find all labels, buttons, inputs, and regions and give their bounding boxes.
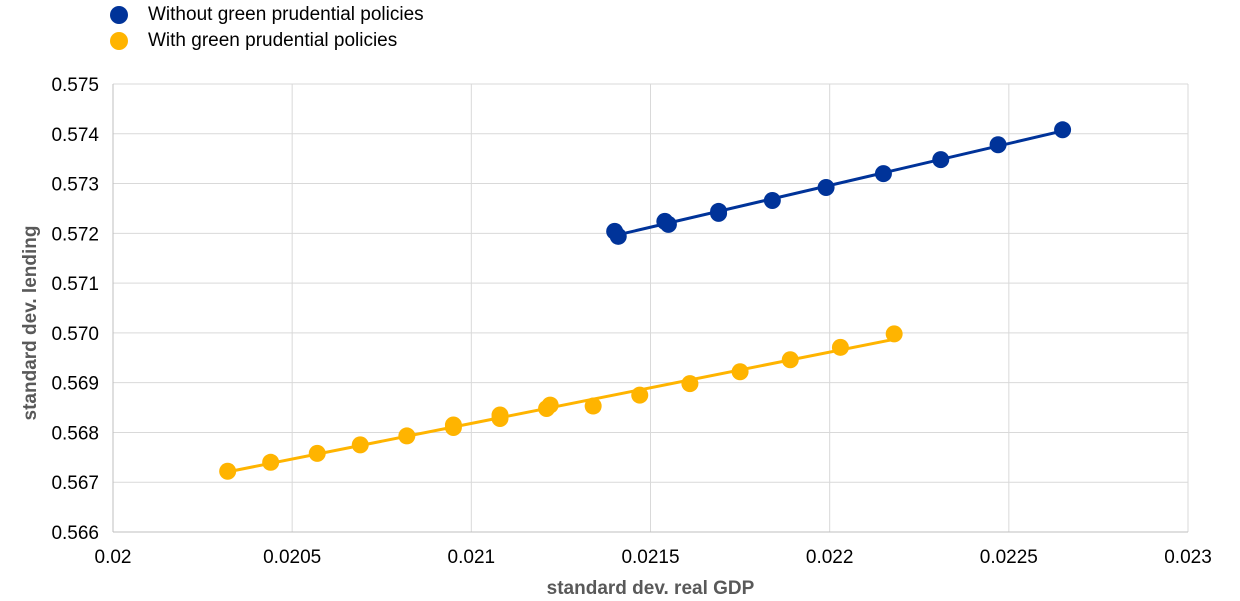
data-point[interactable] xyxy=(681,375,699,393)
data-point[interactable] xyxy=(491,406,509,424)
x-tick-label: 0.0205 xyxy=(263,547,321,568)
data-point[interactable] xyxy=(541,396,559,414)
data-point[interactable] xyxy=(817,179,835,197)
y-tick-labels: 0.566 0.567 0.568 0.569 0.570 0.571 0.572 0.573… xyxy=(51,75,99,544)
data-point[interactable] xyxy=(584,397,602,415)
x-tick-labels: 0.02 0.0205 0.021 0.0215 0.022 0.0225 0.023 xyxy=(95,547,1212,568)
data-point[interactable] xyxy=(262,453,280,471)
data-point[interactable] xyxy=(659,215,677,233)
data-point[interactable] xyxy=(631,386,649,404)
data-point[interactable] xyxy=(989,136,1007,154)
series-0 xyxy=(606,121,1072,245)
x-tick-label: 0.0225 xyxy=(980,547,1038,568)
legend-item-with-green[interactable]: With green prudential policies xyxy=(110,28,424,54)
series-1 xyxy=(219,325,903,480)
data-point[interactable] xyxy=(781,351,799,369)
y-tick-label: 0.567 xyxy=(51,473,99,494)
x-tick-label: 0.0215 xyxy=(621,547,679,568)
x-axis-title: standard dev. real GDP xyxy=(547,578,755,599)
data-point[interactable] xyxy=(398,427,416,445)
data-point[interactable] xyxy=(885,325,903,343)
trend-line xyxy=(614,129,1063,238)
data-point[interactable] xyxy=(444,416,462,434)
data-point[interactable] xyxy=(763,191,781,209)
data-point[interactable] xyxy=(932,151,950,169)
y-tick-label: 0.568 xyxy=(51,423,99,444)
data-point[interactable] xyxy=(219,462,237,480)
legend-label-with-green: With green prudential policies xyxy=(148,30,398,51)
legend-marker-without-green xyxy=(110,6,128,24)
x-tick-label: 0.023 xyxy=(1164,547,1212,568)
data-series xyxy=(219,121,1072,480)
x-tick-label: 0.022 xyxy=(806,547,854,568)
x-tick-label: 0.021 xyxy=(448,547,496,568)
data-point[interactable] xyxy=(1054,121,1072,139)
data-point[interactable] xyxy=(710,204,728,222)
data-point[interactable] xyxy=(831,338,849,356)
data-point[interactable] xyxy=(609,227,627,245)
y-tick-label: 0.573 xyxy=(51,175,99,196)
data-point[interactable] xyxy=(874,165,892,183)
data-point[interactable] xyxy=(731,363,749,381)
legend: Without green prudential policies With g… xyxy=(110,2,424,54)
y-axis-title: standard dev. lending xyxy=(20,226,41,421)
legend-marker-with-green xyxy=(110,32,128,50)
y-tick-label: 0.574 xyxy=(51,125,99,146)
y-tick-label: 0.569 xyxy=(51,374,99,395)
axes xyxy=(112,84,1188,533)
data-point[interactable] xyxy=(308,444,326,462)
legend-item-without-green[interactable]: Without green prudential policies xyxy=(110,2,424,28)
y-tick-label: 0.570 xyxy=(51,324,99,345)
data-point[interactable] xyxy=(351,436,369,454)
y-tick-label: 0.575 xyxy=(51,75,99,96)
x-tick-label: 0.02 xyxy=(95,547,132,568)
y-tick-label: 0.566 xyxy=(51,523,99,544)
y-tick-label: 0.572 xyxy=(51,224,99,245)
y-tick-label: 0.571 xyxy=(51,274,99,295)
gridlines xyxy=(113,83,1189,532)
legend-label-without-green: Without green prudential policies xyxy=(148,4,424,25)
